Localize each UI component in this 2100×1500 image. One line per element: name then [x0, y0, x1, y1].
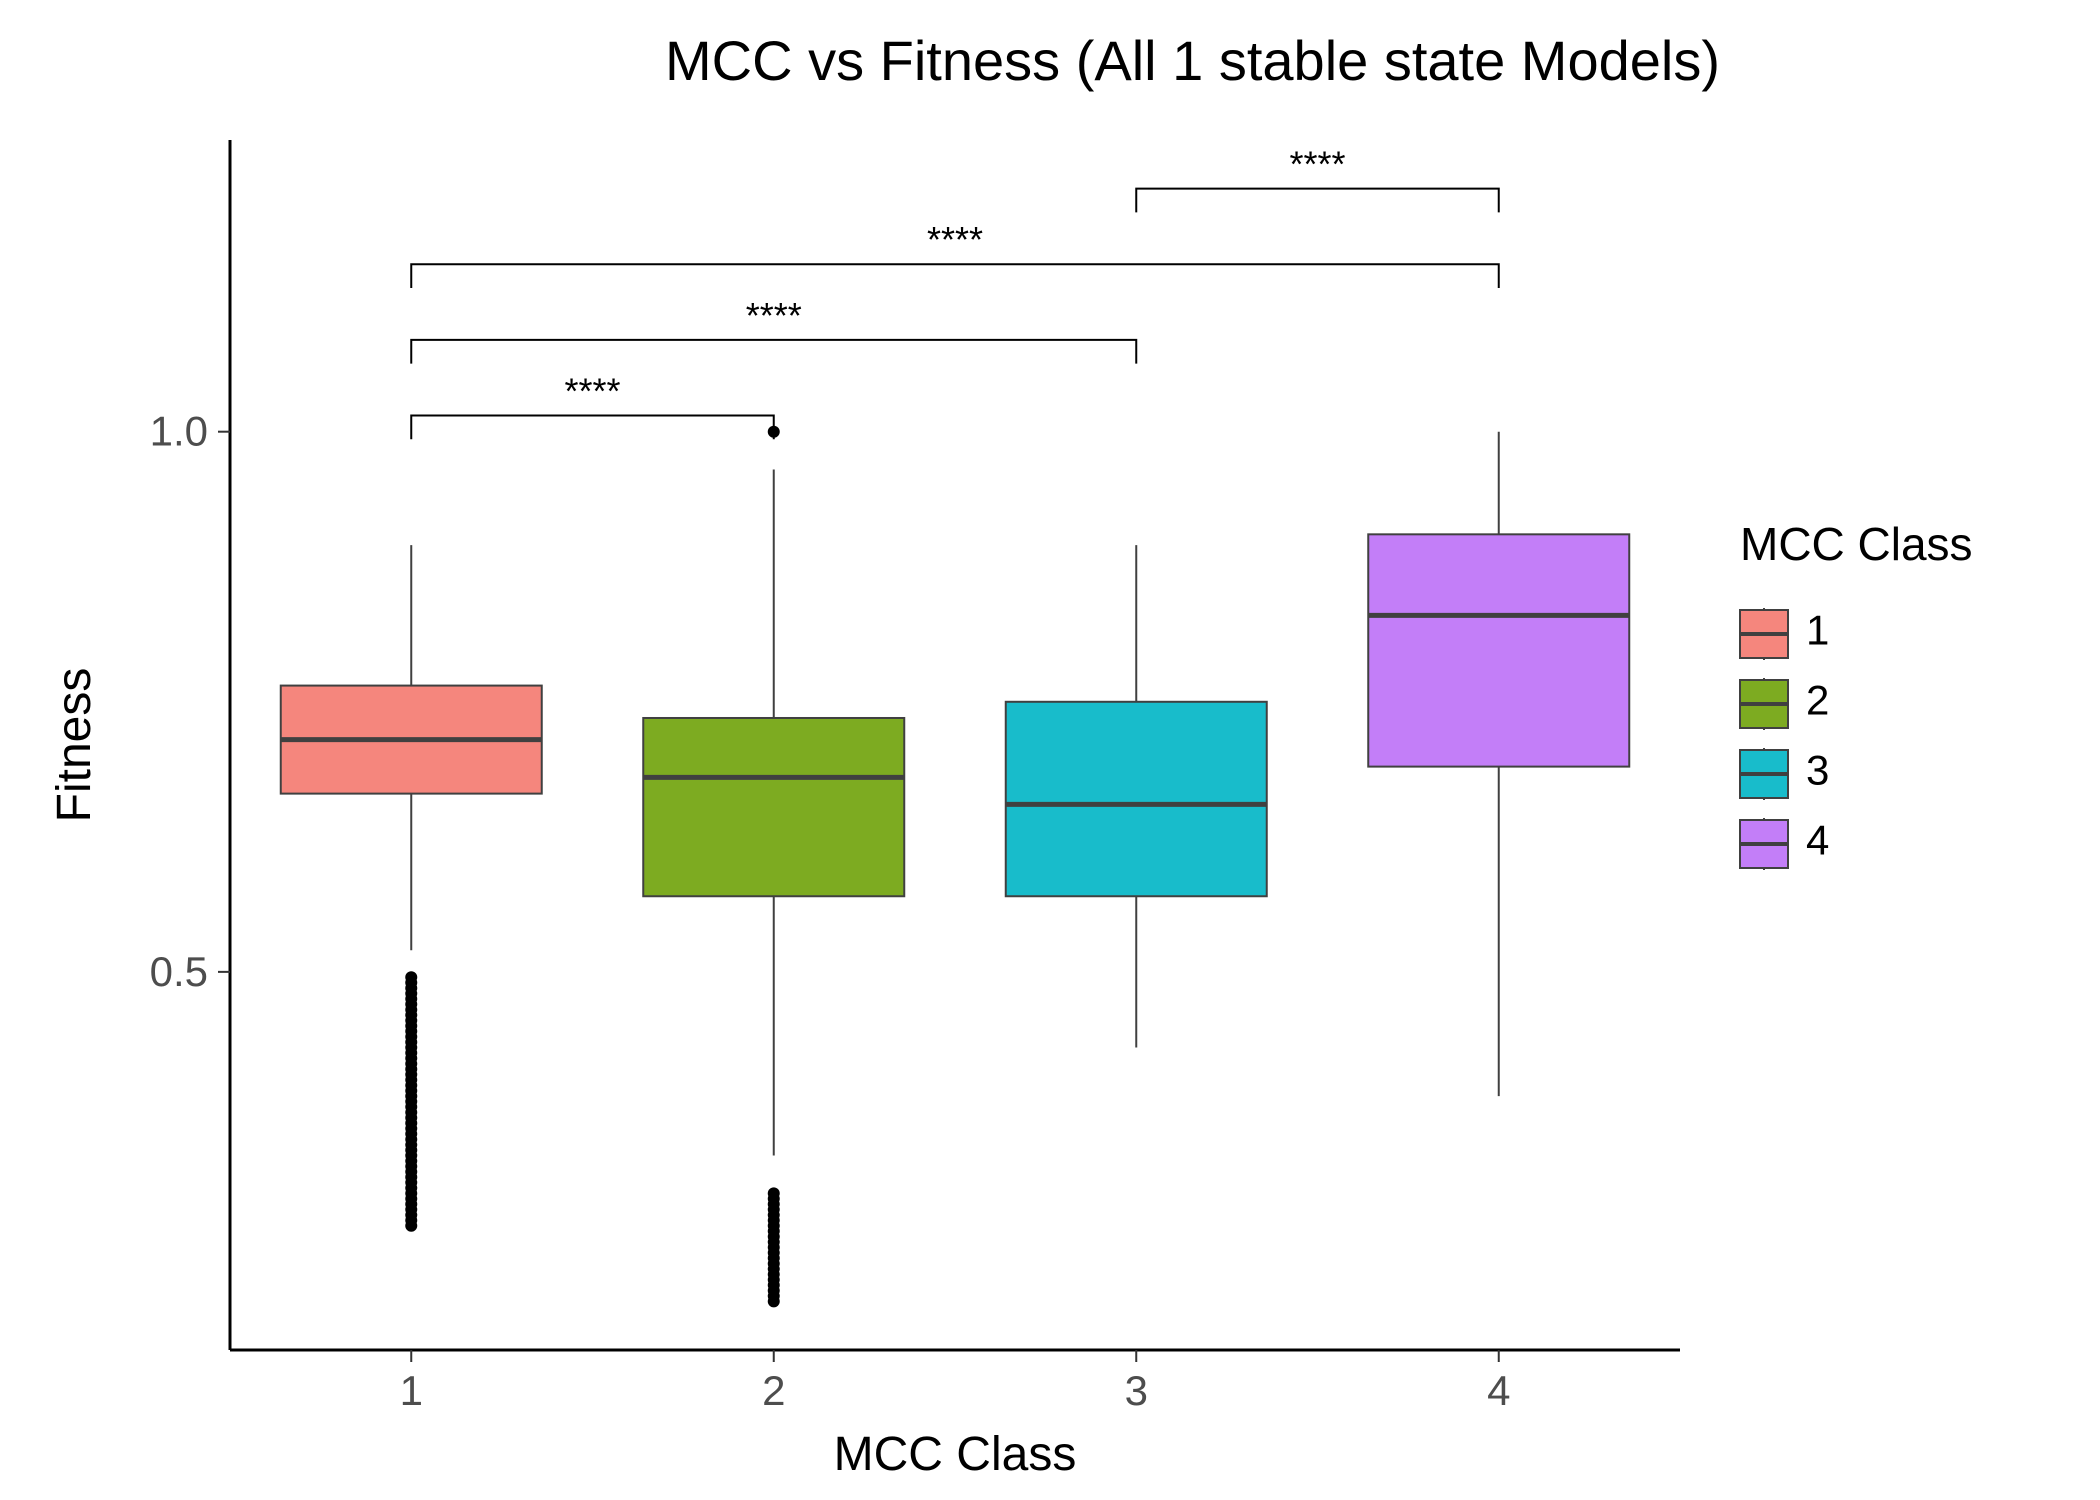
box	[1368, 534, 1629, 766]
significance-label: ****	[1289, 144, 1345, 185]
x-tick-label: 3	[1125, 1367, 1148, 1414]
chart-svg: MCC vs Fitness (All 1 stable state Model…	[0, 0, 2100, 1500]
outlier-point	[768, 1295, 780, 1307]
y-tick-label: 0.5	[150, 948, 208, 995]
significance-label: ****	[564, 370, 620, 411]
box	[1006, 702, 1267, 896]
y-axis-title: Fitness	[48, 668, 101, 823]
box	[643, 718, 904, 896]
legend-label: 2	[1806, 677, 1829, 724]
significance-label: ****	[927, 219, 983, 260]
legend-title: MCC Class	[1740, 518, 1973, 570]
significance-label: ****	[746, 295, 802, 336]
chart-title: MCC vs Fitness (All 1 stable state Model…	[665, 29, 1720, 92]
boxplot-chart: MCC vs Fitness (All 1 stable state Model…	[0, 0, 2100, 1500]
x-tick-label: 1	[400, 1367, 423, 1414]
x-tick-label: 4	[1487, 1367, 1510, 1414]
y-tick-label: 1.0	[150, 408, 208, 455]
legend-label: 1	[1806, 607, 1829, 654]
x-tick-label: 2	[762, 1367, 785, 1414]
outlier-point	[405, 1220, 417, 1232]
legend-label: 4	[1806, 817, 1829, 864]
legend-label: 3	[1806, 747, 1829, 794]
x-axis-title: MCC Class	[834, 1428, 1077, 1481]
